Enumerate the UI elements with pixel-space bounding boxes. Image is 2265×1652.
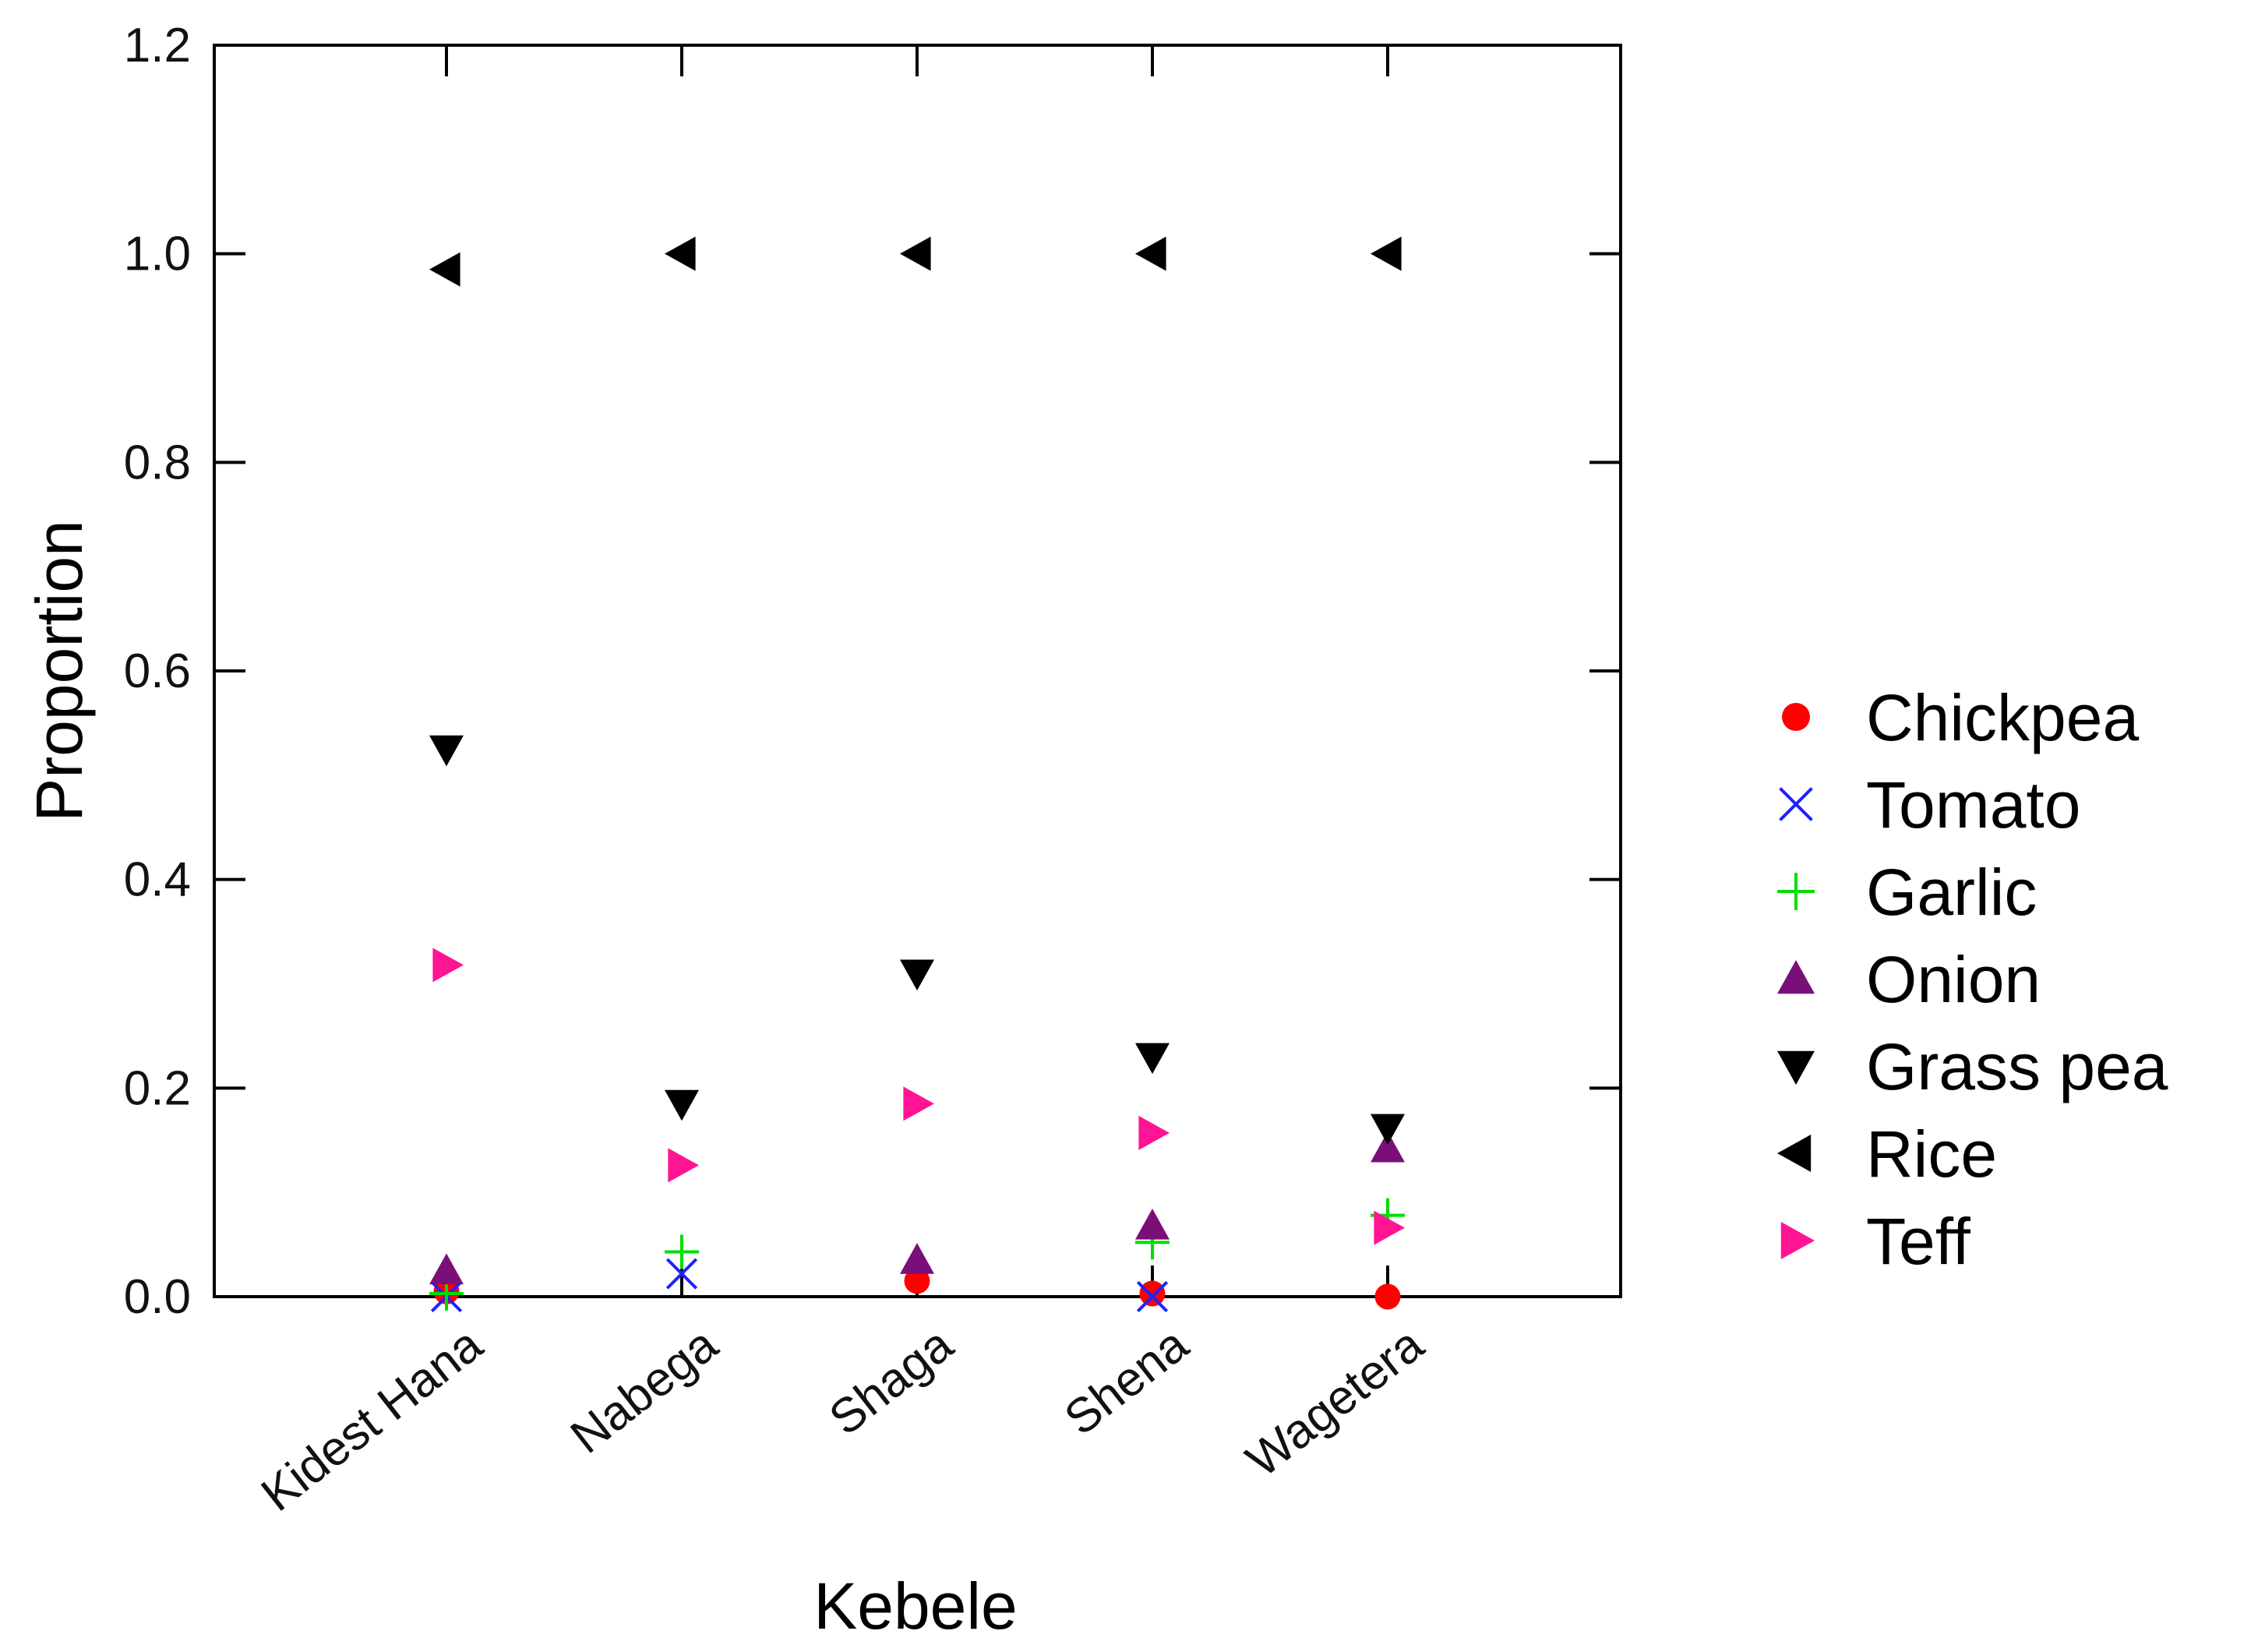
x-tick-label: Shena (1055, 1317, 1198, 1446)
point-chickpea (1139, 1280, 1166, 1307)
y-tick-label: 0.4 (124, 853, 191, 907)
point-rice (665, 236, 696, 271)
point-chickpea (1374, 1283, 1401, 1310)
legend-label: Garlic (1866, 856, 2037, 929)
legend-marker (1777, 1135, 1812, 1172)
point-tomato (1136, 1280, 1169, 1313)
point-grass-pea (1371, 1114, 1405, 1145)
legend-label: Teff (1866, 1205, 1971, 1278)
point-grass-pea (900, 959, 934, 991)
point-grass-pea (665, 1089, 699, 1121)
point-rice (1371, 236, 1402, 271)
legend-label: Chickpea (1866, 681, 2139, 754)
point-tomato (665, 1258, 698, 1290)
point-onion (900, 1243, 934, 1274)
point-teff (1374, 1210, 1405, 1245)
point-rice (429, 252, 460, 287)
y-tick-label: 0.2 (124, 1061, 191, 1115)
legend: Chickpea Tomato Garlic Onion Grass pea Rice Te… (1777, 681, 2168, 1278)
y-axis-title: Proportion (23, 520, 96, 822)
point-chickpea (904, 1268, 930, 1294)
legend-label: Onion (1866, 943, 2041, 1016)
y-tick-label: 1.2 (124, 19, 191, 72)
point-onion (1135, 1208, 1170, 1240)
point-teff (668, 1148, 699, 1183)
legend-label: Rice (1866, 1117, 1997, 1191)
point-grass-pea (429, 735, 464, 767)
legend-marker (1777, 873, 1815, 910)
legend-marker (1782, 703, 1810, 731)
point-garlic (665, 1234, 699, 1269)
legend-marker (1777, 1050, 1815, 1085)
y-axis-ticks: 0.0 0.2 0.4 0.6 0.8 1.0 1.2 (124, 19, 1621, 1324)
x-tick-label: Wagetera (1237, 1317, 1434, 1488)
point-rice (1135, 236, 1166, 271)
y-tick-label: 0.8 (124, 436, 191, 489)
legend-marker (1777, 960, 1815, 994)
point-rice (900, 236, 931, 271)
legend-label: Tomato (1866, 768, 2080, 842)
x-tick-label: Shaga (820, 1317, 963, 1446)
point-grass-pea (1135, 1043, 1170, 1075)
y-tick-label: 0.0 (124, 1270, 191, 1324)
y-tick-label: 0.6 (124, 644, 191, 698)
x-tick-label: Kidest Hana (252, 1317, 492, 1522)
point-teff (903, 1086, 934, 1121)
point-onion (429, 1253, 464, 1285)
legend-label: Grass pea (1866, 1030, 2168, 1103)
legend-marker (1780, 1222, 1815, 1259)
x-axis-ticks: Kidest Hana Nabega Shaga Shena Wagetera (252, 45, 1434, 1522)
data-points (429, 236, 1405, 1313)
point-teff (432, 948, 464, 983)
x-axis-title: Kebele (813, 1569, 1018, 1643)
legend-marker (1779, 787, 1813, 821)
y-tick-label: 1.0 (124, 228, 191, 281)
point-teff (1138, 1115, 1170, 1150)
x-tick-label: Nabega (561, 1317, 728, 1463)
point-onion (1371, 1131, 1405, 1163)
